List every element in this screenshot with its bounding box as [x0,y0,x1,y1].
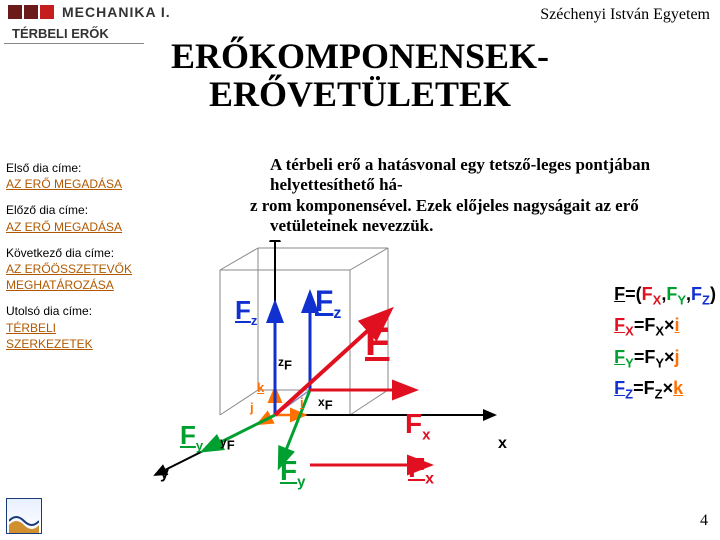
nav-label: Előző dia címe: [6,203,88,217]
diagram-svg [150,240,570,510]
axis-x-label: x [498,435,507,453]
slide-title: ERŐKOMPONENSEK- ERŐVETÜLETEK [0,38,720,114]
k-label: k [257,380,264,395]
wave-icon [9,513,39,533]
logo-sq [8,5,22,19]
formula-fz: FZ=FZ×k [614,374,716,405]
body-text: A térbeli erő a hatásvonal egy tetsző-le… [160,155,715,237]
university-name: Széchenyi István Egyetem [540,6,710,24]
nav-prev: Előző dia címe: AZ ERŐ MEGADÁSA [6,202,146,234]
footer-logo-icon [6,498,42,534]
fz-label: Fz [235,295,257,328]
title-line2: ERŐVETÜLETEK [209,74,511,114]
fy-label: Fy [180,420,203,453]
course-title: MECHANIKA I. [62,4,171,20]
logo-sq [24,5,38,19]
formula-fy: FY=FY×j [614,343,716,374]
nav-link-prev[interactable]: AZ ERŐ MEGADÁSA [6,220,122,234]
i-label: i [300,395,304,410]
header-logo [8,5,54,19]
force-diagram: y x Fz Fz Fy Fy Fx Fx F i j k zF xF yF [150,240,570,510]
nav-last: Utolsó dia címe: TÉRBELI SZERKEZETEK [6,303,146,352]
nav-link-next[interactable]: AZ ERŐÖSSZETEVŐK MEGHATÁROZÁSA [6,262,132,292]
nav-link-first[interactable]: AZ ERŐ MEGADÁSA [6,177,122,191]
fz-label-2: Fz [315,285,341,323]
logo-sq [40,5,54,19]
nav-label: Első dia címe: [6,161,81,175]
page-number: 4 [700,512,708,530]
j-label: j [250,400,254,415]
nav-label: Következő dia címe: [6,246,114,260]
formula-main: F=(FX,FY,FZ) [614,280,716,311]
formulas: F=(FX,FY,FZ) FX=FX×i FY=FY×j FZ=FZ×k [614,280,716,406]
nav-label: Utolsó dia címe: [6,304,92,318]
title-line1: ERŐKOMPONENSEK- [171,36,549,76]
f-main-label: F [365,320,389,365]
fx-label: Fx [405,408,430,444]
fy-label-2: Fy [280,455,305,491]
zf-label: zF [278,355,292,372]
header: MECHANIKA I. Széchenyi István Egyetem [0,0,720,24]
nav-link-last[interactable]: TÉRBELI SZERKEZETEK [6,321,93,351]
yf-label: yF [220,435,235,452]
nav-sidebar: Első dia címe: AZ ERŐ MEGADÁSA Előző dia… [6,160,146,362]
nav-next: Következő dia címe: AZ ERŐÖSSZETEVŐK MEG… [6,245,146,294]
content-area: A térbeli erő a hatásvonal egy tetsző-le… [160,155,715,237]
nav-first: Első dia címe: AZ ERŐ MEGADÁSA [6,160,146,192]
axis-y-label: y [160,465,169,483]
formula-fx: FX=FX×i [614,311,716,342]
fx-label-2: Fx [408,452,434,489]
xf-label: xF [318,395,333,412]
